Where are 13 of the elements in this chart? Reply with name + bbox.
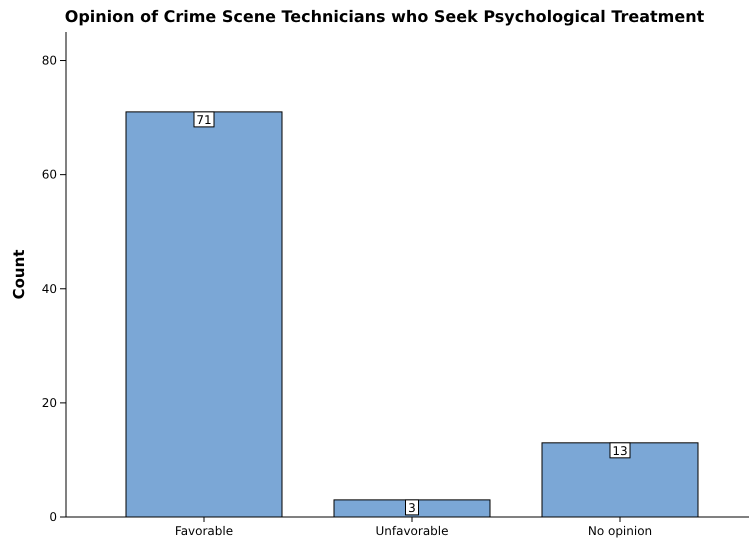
data-label: 13 <box>612 444 628 458</box>
data-label: 3 <box>408 500 416 515</box>
x-tick-label: Unfavorable <box>375 524 449 538</box>
y-tick-label: 20 <box>42 396 57 410</box>
y-tick-label: 60 <box>42 168 57 182</box>
x-tick-label: Favorable <box>174 524 234 538</box>
chart-title: Opinion of Crime Scene Technicians who Seek Psychological Treatment <box>64 7 705 26</box>
data-label: 71 <box>196 112 212 127</box>
y-tick-label: 80 <box>42 54 57 68</box>
y-axis-title: Count <box>10 250 28 300</box>
x-tick-label: No opinion <box>588 524 652 538</box>
y-tick-label: 40 <box>42 282 57 296</box>
y-tick-label: 0 <box>49 510 57 524</box>
